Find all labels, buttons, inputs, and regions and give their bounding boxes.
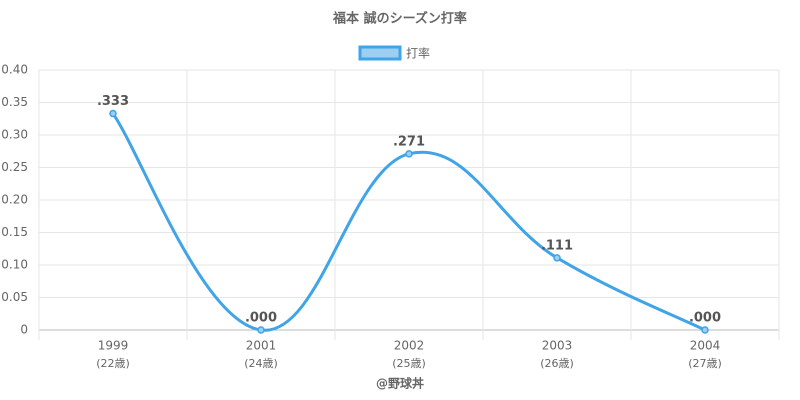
series-line: [111, 112, 706, 332]
y-tick-label: 0.40: [1, 63, 28, 77]
y-tick-label: 0.35: [1, 95, 28, 109]
y-tick-label: 0: [20, 323, 28, 337]
legend-label: 打率: [406, 46, 430, 61]
value-label: .111: [541, 238, 573, 253]
y-tick-label: 0.05: [1, 290, 28, 304]
point: [109, 109, 117, 118]
x-tick-label: 2002: [394, 339, 425, 353]
point: [257, 326, 265, 334]
x-tick-sublabel: (27歳): [688, 357, 722, 370]
y-tick-label: 0.30: [1, 128, 28, 142]
x-tick-sublabel: (26歳): [540, 357, 574, 370]
x-tick-label: 1999: [98, 339, 129, 353]
x-tick-label: 2003: [542, 339, 573, 353]
point: [405, 150, 413, 158]
y-tick-label: 0.25: [1, 160, 28, 174]
y-tick-label: 0.15: [1, 225, 28, 239]
value-label: .271: [393, 134, 425, 149]
x-tick-sublabel: (22歳): [96, 357, 130, 370]
point: [553, 254, 561, 262]
value-label: .000: [245, 311, 277, 326]
x-tick-sublabel: (25歳): [392, 357, 426, 370]
value-label: .000: [689, 311, 721, 326]
x-tick-label: 2004: [690, 339, 721, 353]
y-tick-label: 0.10: [1, 258, 28, 272]
legend-swatch: [358, 45, 402, 61]
y-tick-label: 0.20: [1, 193, 28, 207]
x-tick-label: 2001: [246, 339, 277, 353]
footer: @野球丼: [376, 376, 424, 391]
value-label: .333: [97, 94, 129, 109]
x-tick-sublabel: (24歳): [244, 357, 278, 370]
chart-title: 福本 誠のシーズン打率: [332, 11, 467, 27]
point: [701, 326, 709, 334]
